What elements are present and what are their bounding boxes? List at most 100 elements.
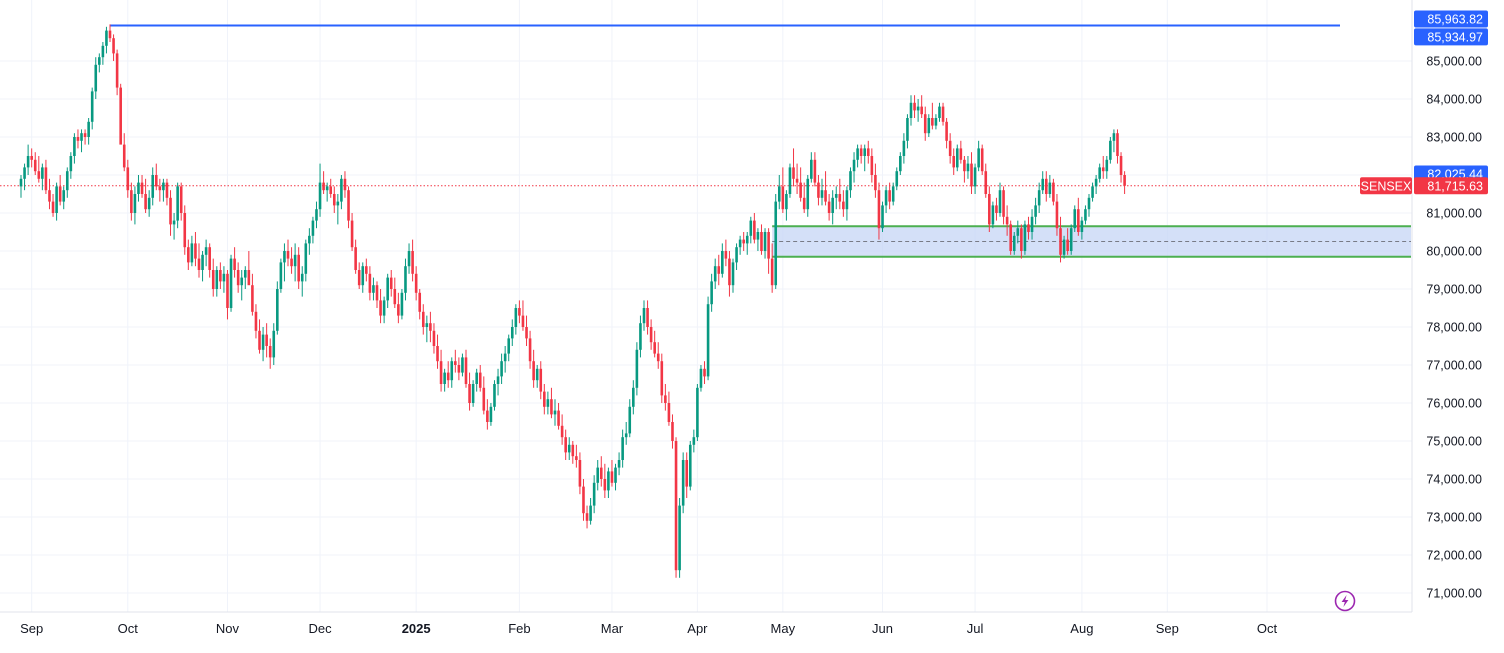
- time-tick-label: Mar: [601, 621, 624, 636]
- candle-body: [845, 190, 849, 210]
- candle: [550, 387, 553, 419]
- candle-body: [265, 334, 268, 346]
- price-tick-label: 72,000.00: [1426, 549, 1482, 563]
- candle: [927, 114, 931, 137]
- hline-price-tag: 85,934.97: [1427, 30, 1483, 44]
- candle-body: [699, 368, 703, 388]
- candle-body: [564, 437, 567, 453]
- candle: [105, 26, 108, 54]
- candle: [770, 243, 774, 293]
- candle-body: [300, 273, 304, 282]
- candle: [891, 182, 895, 206]
- candle-body: [774, 201, 778, 286]
- candle-body: [518, 308, 521, 316]
- candle: [963, 156, 966, 183]
- candle: [1105, 156, 1109, 179]
- candle: [62, 186, 66, 210]
- candle-body: [1080, 220, 1084, 232]
- candle-body: [51, 201, 55, 213]
- candle-body: [770, 258, 774, 286]
- candle-body: [389, 277, 393, 289]
- support-zone[interactable]: [772, 225, 1411, 258]
- candle-body: [240, 277, 244, 286]
- candle-body: [347, 190, 350, 221]
- candle: [913, 95, 916, 118]
- candle: [731, 258, 735, 293]
- candle-body: [1044, 178, 1048, 194]
- candle-body: [571, 444, 575, 457]
- candle-body: [122, 144, 126, 168]
- candle: [528, 330, 532, 369]
- candle: [176, 182, 179, 229]
- candle: [767, 228, 770, 274]
- candle-body: [973, 167, 977, 187]
- candle-body: [254, 311, 258, 331]
- candle: [1055, 194, 1059, 236]
- candle-body: [639, 323, 642, 350]
- candle-body: [336, 201, 340, 206]
- candle: [1009, 220, 1012, 255]
- candle-body: [343, 178, 347, 191]
- candle: [112, 34, 115, 61]
- candle: [1020, 224, 1023, 259]
- candle-body: [745, 235, 749, 244]
- candle-body: [354, 247, 357, 270]
- candle-body: [813, 159, 817, 183]
- candle-body: [810, 159, 813, 179]
- candle-body: [713, 266, 717, 282]
- candle: [478, 365, 482, 392]
- candle-body: [1012, 235, 1016, 251]
- candle-body: [831, 197, 834, 213]
- candle-body: [418, 292, 422, 312]
- candle: [988, 186, 991, 232]
- time-tick-label: Dec: [308, 621, 332, 636]
- price-axis[interactable]: 85,000.0084,000.0083,000.0082,000.0081,0…: [1426, 55, 1482, 601]
- candle-body: [48, 190, 51, 202]
- candle-body: [653, 342, 656, 354]
- candle-body: [678, 505, 681, 571]
- time-tick-label: Nov: [216, 621, 240, 636]
- candle: [393, 277, 397, 308]
- candle: [496, 368, 500, 396]
- candle: [777, 175, 781, 210]
- candle-body: [599, 467, 603, 479]
- candle-body: [318, 182, 322, 210]
- candle-body: [247, 270, 251, 286]
- candle: [991, 201, 995, 229]
- candle: [955, 144, 959, 172]
- candle-body: [913, 102, 916, 111]
- candle-body: [802, 197, 806, 210]
- candle: [596, 460, 600, 491]
- candle-body: [585, 513, 589, 521]
- candle-body: [1055, 201, 1059, 229]
- candle: [325, 182, 329, 202]
- candle: [1027, 216, 1030, 240]
- candle: [382, 296, 386, 324]
- candle-body: [375, 285, 379, 301]
- candle: [820, 178, 824, 206]
- candle-body: [567, 444, 571, 453]
- candle-body: [368, 273, 372, 293]
- candle-body: [852, 159, 856, 172]
- candle-body: [315, 209, 318, 221]
- lightning-icon[interactable]: [1334, 590, 1356, 612]
- candle: [870, 148, 874, 183]
- candle-body: [251, 285, 254, 312]
- candle: [1077, 197, 1080, 236]
- candle: [881, 201, 884, 232]
- candle-body: [340, 178, 343, 202]
- candle: [923, 106, 927, 141]
- candle: [624, 422, 628, 445]
- candle: [1123, 171, 1126, 194]
- candle: [906, 114, 909, 149]
- candle: [656, 342, 660, 369]
- candle: [874, 163, 877, 198]
- price-tick-label: 76,000.00: [1426, 397, 1482, 411]
- candle: [610, 460, 614, 487]
- candle-body: [592, 482, 596, 506]
- candle: [518, 300, 521, 324]
- candle: [1016, 220, 1020, 244]
- time-axis[interactable]: Sep Oct Nov Dec 2025 Feb Mar Apr May Jun Jul Aug Sep…: [20, 621, 1277, 636]
- candle-body: [521, 315, 525, 327]
